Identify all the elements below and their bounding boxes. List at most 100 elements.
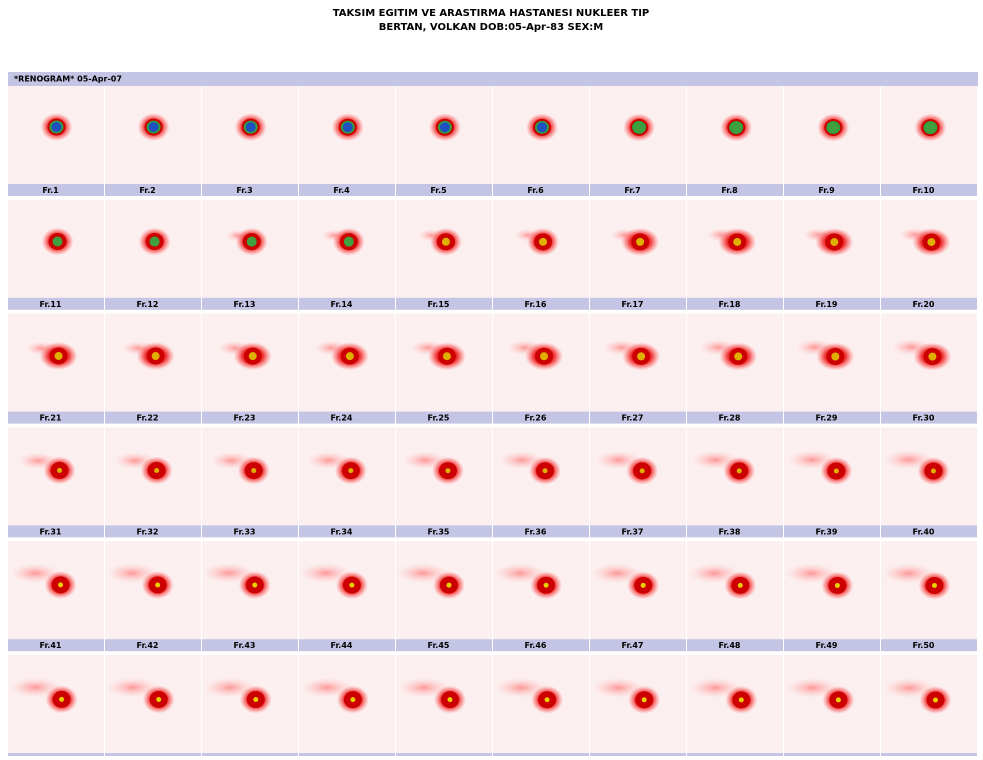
frame-label: Fr.35 — [428, 527, 450, 536]
frame-label: Fr.22 — [137, 414, 159, 423]
activity-core — [58, 582, 63, 587]
frame-label: Fr.21 — [40, 414, 62, 423]
activity-core — [156, 697, 161, 702]
frame-label: Fr.9 — [818, 186, 835, 195]
activity-core — [640, 468, 645, 473]
activity-core — [52, 122, 62, 132]
activity-core — [540, 352, 548, 360]
activity-core — [53, 236, 63, 246]
activity-core — [152, 352, 160, 360]
frame-label: Fr.2 — [139, 186, 155, 195]
activity-core — [539, 238, 547, 246]
frame-label: Fr.12 — [137, 300, 159, 309]
activity-core — [445, 468, 450, 473]
frame-label: Fr.29 — [816, 414, 838, 423]
activity-core — [545, 697, 550, 702]
activity-core — [828, 123, 838, 133]
activity-core — [927, 238, 935, 246]
frame-label: Fr.11 — [40, 300, 62, 309]
study-bar — [8, 72, 978, 86]
activity-core — [443, 352, 451, 360]
activity-core — [931, 469, 936, 474]
frame-label: Fr.13 — [234, 300, 256, 309]
activity-core — [442, 238, 450, 246]
activity-core — [637, 352, 645, 360]
frame-label: Fr.15 — [428, 300, 450, 309]
activity-core — [150, 237, 160, 247]
subtitle: BERTAN, VOLKAN DOB:05-Apr-83 SEX:M — [379, 22, 604, 33]
activity-core — [734, 352, 742, 360]
activity-core — [932, 583, 937, 588]
frame-label: Fr.19 — [816, 300, 838, 309]
activity-core — [830, 238, 838, 246]
activity-core — [55, 352, 63, 360]
activity-core — [344, 237, 354, 247]
activity-core — [253, 697, 258, 702]
frame-label: Fr.32 — [137, 527, 159, 536]
frame-label: Fr.14 — [331, 300, 353, 309]
activity-core — [447, 697, 452, 702]
frame-label: Fr.44 — [331, 641, 353, 650]
frame-label: Fr.23 — [234, 414, 256, 423]
activity-core — [634, 122, 644, 132]
activity-core — [251, 468, 256, 473]
frame-label: Fr.18 — [719, 300, 741, 309]
activity-core — [836, 697, 841, 702]
activity-core — [543, 468, 548, 473]
activity-core — [154, 468, 159, 473]
frame-label: Fr.3 — [236, 186, 252, 195]
activity-core — [343, 122, 353, 132]
frame-label: Fr.42 — [137, 641, 159, 650]
activity-core — [928, 353, 936, 361]
frame-label: Fr.43 — [234, 641, 256, 650]
frame-label: Fr.45 — [428, 641, 450, 650]
report: TAKSIM EGITIM VE ARASTIRMA HASTANESI NUK… — [0, 0, 983, 756]
frame-label: Fr.7 — [624, 186, 640, 195]
activity-core — [641, 583, 646, 588]
frame-label: Fr.47 — [622, 641, 644, 650]
frame-label: Fr.48 — [719, 641, 741, 650]
activity-core — [249, 352, 257, 360]
frame-label: Fr.46 — [525, 641, 547, 650]
activity-core — [537, 122, 547, 132]
activity-core — [738, 583, 743, 588]
activity-core — [831, 352, 839, 360]
frame-label: Fr.30 — [913, 414, 935, 423]
frame-label: Fr.24 — [331, 414, 353, 423]
frame-label: Fr.4 — [333, 186, 350, 195]
frame-label: Fr.40 — [913, 527, 935, 536]
activity-core — [925, 123, 935, 133]
frame-label: Fr.26 — [525, 414, 547, 423]
activity-core — [346, 352, 354, 360]
activity-core — [350, 697, 355, 702]
frame-label: Fr.31 — [40, 527, 62, 536]
study-label: *RENOGRAM* 05-Apr-07 — [14, 75, 122, 84]
page: TAKSIM EGITIM VE ARASTIRMA HASTANESI NUK… — [0, 0, 983, 760]
frame-label: Fr.1 — [42, 186, 59, 195]
frame-label: Fr.28 — [719, 414, 741, 423]
activity-core — [57, 468, 62, 473]
frame-label: Fr.10 — [913, 186, 935, 195]
activity-core — [440, 122, 450, 132]
activity-core — [737, 468, 742, 473]
frame-label: Fr.39 — [816, 527, 838, 536]
frame-label: Fr.8 — [721, 186, 738, 195]
frame-label: Fr.6 — [527, 186, 544, 195]
frame-label: Fr.20 — [913, 300, 935, 309]
activity-core — [739, 697, 744, 702]
activity-core — [348, 468, 353, 473]
title: TAKSIM EGITIM VE ARASTIRMA HASTANESI NUK… — [333, 8, 650, 19]
frame-label: Fr.50 — [913, 641, 935, 650]
activity-core — [349, 583, 354, 588]
activity-core — [252, 583, 257, 588]
frame-label: Fr.49 — [816, 641, 838, 650]
activity-core — [59, 697, 64, 702]
frame-label: Fr.17 — [622, 300, 644, 309]
activity-core — [933, 698, 938, 703]
frame-label: Fr.37 — [622, 527, 644, 536]
activity-core — [834, 468, 839, 473]
frame-label: Fr.41 — [40, 641, 62, 650]
activity-core — [731, 122, 741, 132]
activity-core — [544, 583, 549, 588]
activity-core — [733, 238, 741, 246]
